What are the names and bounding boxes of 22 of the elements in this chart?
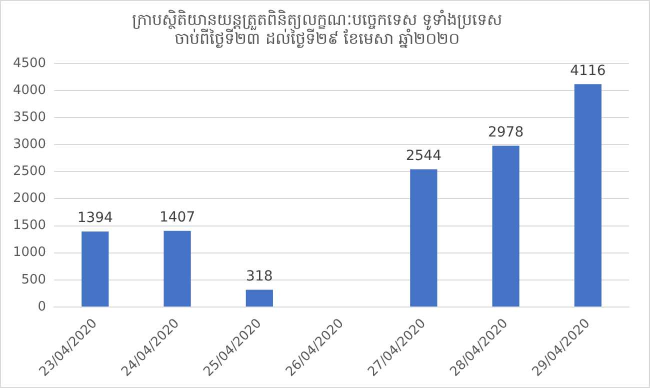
bar (410, 169, 438, 306)
y-tick-label: 0 (38, 299, 46, 314)
bar (574, 84, 602, 306)
data-label: 2544 (406, 148, 442, 164)
y-tick-label: 2000 (12, 191, 46, 206)
data-label: 4116 (570, 62, 606, 79)
y-tick-label: 3500 (12, 110, 46, 125)
y-tick-label: 1500 (12, 218, 46, 234)
y-tick-label: 1000 (12, 245, 46, 260)
bar (246, 290, 273, 306)
y-tick-label: 4000 (12, 82, 46, 98)
data-label: 1407 (159, 209, 196, 226)
y-tick-label: 4500 (12, 56, 46, 71)
data-label: 2978 (488, 124, 524, 140)
y-tick-label: 3000 (12, 136, 46, 152)
data-label: 1394 (77, 210, 114, 226)
y-tick-label: 2500 (12, 164, 46, 180)
bar (492, 146, 520, 306)
bar (82, 232, 109, 306)
bar (164, 230, 191, 306)
y-tick-label: 500 (21, 272, 46, 288)
data-label: 318 (246, 268, 273, 284)
